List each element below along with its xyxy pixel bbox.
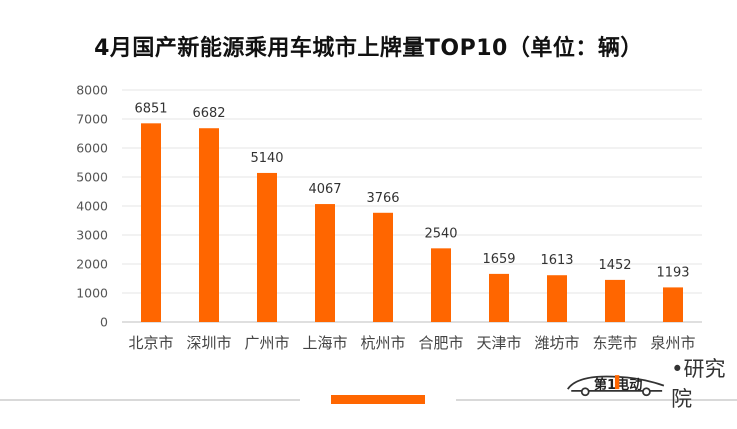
data-label: 1659: [482, 252, 515, 267]
bar: [315, 204, 335, 322]
x-tick-label: 深圳市: [186, 334, 231, 352]
chart-title: 4月国产新能源乘用车城市上牌量TOP10（单位：辆）: [94, 36, 643, 61]
x-tick-label: 广州市: [244, 334, 289, 352]
footer-divider-left: [0, 399, 300, 401]
x-tick-label: 上海市: [302, 334, 347, 352]
y-tick-label: 3000: [76, 228, 108, 243]
x-tick-label: 天津市: [476, 334, 521, 352]
data-label: 1613: [540, 253, 573, 268]
brand-suffix: •研究院: [671, 357, 726, 411]
data-label: 2540: [424, 226, 457, 241]
x-tick-label: 泉州市: [650, 334, 695, 352]
bar: [489, 273, 509, 322]
bar: [257, 172, 277, 322]
x-tick-label: 合肥市: [418, 334, 463, 352]
bar: [605, 279, 625, 322]
bar-chart: 0 1000 2000 3000 4000 5000 6000 7000 8000 6851 66…: [76, 83, 702, 352]
data-label: 3766: [366, 191, 399, 206]
x-tick-label: 北京市: [128, 334, 173, 352]
data-label: 6682: [192, 106, 225, 121]
data-label: 5140: [250, 151, 283, 166]
x-axis-labels: 北京市 深圳市 广州市 上海市 杭州市 合肥市 天津市 潍坊市 东莞市 泉州市: [128, 334, 695, 352]
bar: [431, 248, 451, 322]
y-tick-label: 0: [100, 315, 108, 330]
y-tick-label: 1000: [76, 286, 108, 301]
bar: [547, 275, 567, 322]
bar: [141, 123, 161, 322]
bars: [141, 123, 683, 322]
footer-divider-right: [456, 399, 737, 401]
y-tick-label: 4000: [76, 199, 108, 214]
brand-logo-icon: 第1电动: [567, 375, 665, 397]
y-tick-label: 7000: [76, 112, 108, 127]
data-label: 1193: [656, 265, 689, 280]
data-label: 6851: [134, 101, 167, 116]
y-tick-label: 6000: [76, 141, 108, 156]
bar: [199, 128, 219, 322]
y-tick-label: 5000: [76, 170, 108, 185]
data-label: 1452: [598, 258, 631, 273]
y-axis-ticks: 0 1000 2000 3000 4000 5000 6000 7000 8000: [76, 83, 108, 330]
data-label: 4067: [308, 182, 341, 197]
x-tick-label: 东莞市: [592, 334, 637, 352]
data-labels: 6851 6682 5140 4067 3766 2540 1659 1613 1452 1193: [134, 101, 689, 280]
brand-mark: 第1电动 •研究院: [566, 357, 737, 411]
x-tick-label: 潍坊市: [534, 334, 579, 352]
bar: [373, 212, 393, 322]
footer-accent-bar: [331, 395, 425, 404]
x-tick-label: 杭州市: [360, 334, 405, 352]
y-tick-label: 2000: [76, 257, 108, 272]
bar: [663, 287, 683, 322]
y-tick-label: 8000: [76, 83, 108, 98]
